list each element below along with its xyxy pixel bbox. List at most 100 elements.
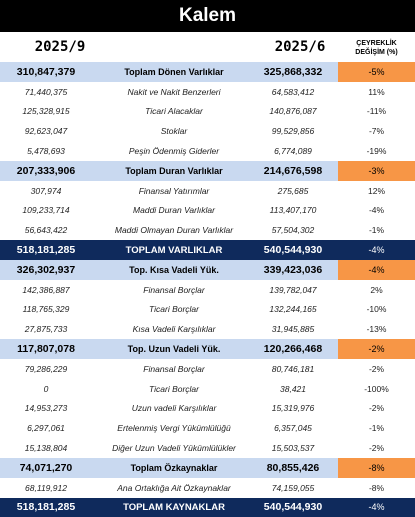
row-label: Finansal Borçlar [143,284,205,295]
value-2025-9: 518,181,285 [16,244,76,257]
row-label: Maddi Duran Varlıklar [133,205,215,216]
value-2025-9: 142,386,887 [22,284,70,295]
row-label: Finansal Borçlar [143,363,205,374]
change-header-line1: ÇEYREKLİK [356,40,397,47]
change-percent: -1% [368,423,385,434]
value-2025-9: 74,071,270 [19,461,73,474]
value-2025-6: 275,685 [277,185,309,196]
value-2025-6: 132,244,165 [269,304,317,315]
value-2025-6: 325,868,332 [263,65,323,78]
change-percent: -2% [338,339,415,359]
total-row: 518,181,285 TOPLAM VARLIKLAR 540,544,930 -4… [0,240,415,260]
total-row: 518,181,285 TOPLAM KAYNAKLAR 540,544,930 -4… [0,497,415,517]
change-percent: -3% [338,160,415,181]
change-percent: -1% [368,225,385,236]
table-row: 79,286,229 Finansal Borçlar 80,746,181 -2% [0,359,415,379]
change-percent: -4% [368,205,385,216]
change-percent: -11% [366,106,387,117]
row-label: Finansal Yatırımlar [138,185,210,196]
table-row: 142,386,887 Finansal Borçlar 139,782,047 2% [0,280,415,300]
table-row: 109,233,714 Maddi Duran Varlıklar 113,407,… [0,201,415,221]
change-percent: -19% [366,146,387,157]
row-label: Ana Ortaklığa Ait Özkaynaklar [117,482,231,493]
change-percent: -4% [368,502,385,513]
value-2025-6: 540,544,930 [263,501,323,514]
row-label: Peşin Ödenmiş Giderler [128,146,220,157]
change-percent: -2% [368,363,385,374]
value-2025-6: 64,583,412 [271,86,315,97]
value-2025-9: 326,302,937 [16,263,76,276]
value-2025-6: 74,159,055 [271,482,315,493]
row-label: Top. Kısa Vadeli Yük. [129,264,219,275]
value-2025-9: 27,875,733 [24,324,68,335]
value-2025-9: 56,643,422 [24,225,68,236]
row-label: TOPLAM KAYNAKLAR [123,501,225,513]
row-label: Ticari Borçlar [149,304,199,315]
change-header: ÇEYREKLİK DEĞİŞİM (%) [338,34,415,62]
value-2025-6: 15,503,537 [271,443,315,454]
change-percent: -7% [368,126,385,137]
table-row: 68,119,912 Ana Ortaklığa Ait Özkaynaklar 7… [0,478,415,498]
value-2025-6: 99,529,856 [271,126,315,137]
value-2025-6: 540,544,930 [263,244,323,257]
section-row: 207,333,906 Toplam Duran Varlıklar 214,676… [0,160,415,181]
value-2025-9: 92,623,047 [24,126,68,137]
change-percent: 12% [367,185,385,196]
value-2025-9: 71,440,375 [24,86,68,97]
change-header-line2: DEĞİŞİM (%) [355,49,398,56]
value-2025-6: 139,782,047 [269,284,317,295]
section-row: 117,807,078 Top. Uzun Vadeli Yük. 120,266,… [0,339,415,359]
row-label: Toplam Duran Varlıklar [125,165,223,176]
row-label: Maddi Olmayan Duran Varlıklar [114,225,234,236]
value-2025-9: 117,807,078 [17,343,75,356]
value-2025-6: 80,746,181 [271,363,315,374]
change-percent: -4% [368,245,385,256]
section-row: 310,847,379 Toplam Dönen Varlıklar 325,868… [0,62,415,82]
value-2025-9: 518,181,285 [16,501,76,514]
value-2025-9: 5,478,693 [27,146,65,157]
value-2025-9: 125,328,915 [22,106,70,117]
row-label: TOPLAM VARLIKLAR [125,244,223,256]
section-row: 74,071,270 Toplam Özkaynaklar 80,855,426 -8… [0,457,415,478]
table-row: 5,478,693 Peşin Ödenmiş Giderler 6,774,089… [0,141,415,161]
table-body: 310,847,379 Toplam Dönen Varlıklar 325,868… [0,62,415,517]
value-2025-6: 57,504,302 [271,225,315,236]
change-percent: -8% [368,482,385,493]
change-percent: -2% [368,443,385,454]
value-2025-6: 214,676,598 [263,164,323,177]
value-2025-6: 120,266,468 [263,343,323,356]
change-percent: -10% [366,304,387,315]
header-row: 2025/9 2025/6 ÇEYREKLİK DEĞİŞİM (%) [0,32,415,63]
period-right-header: 2025/6 [274,39,326,55]
value-2025-6: 80,855,426 [266,461,320,474]
row-label: Stoklar [160,126,188,137]
row-label: Uzun vadeli Karşılıklar [131,403,217,414]
value-2025-9: 6,297,061 [27,423,65,434]
table-row: 15,138,804 Diğer Uzun Vadeli Yükümlülükle… [0,438,415,458]
value-2025-6: 140,876,087 [269,106,317,117]
row-label: Toplam Özkaynaklar [130,462,218,473]
table-row: 307,974 Finansal Yatırımlar 275,685 12% [0,181,415,201]
change-percent: -2% [368,403,385,414]
section-row: 326,302,937 Top. Kısa Vadeli Yük. 339,423,… [0,259,415,280]
change-percent: -100% [364,383,389,394]
value-2025-6: 38,421 [280,383,306,394]
change-percent: -4% [338,259,415,280]
value-2025-9: 207,333,906 [16,164,76,177]
row-label: Ticari Alacaklar [145,106,203,117]
table-row: 27,875,733 Kısa Vadeli Karşılıklar 31,945,… [0,319,415,339]
value-2025-6: 31,945,885 [271,324,315,335]
change-percent: -13% [366,324,387,335]
row-label: Ticari Borçlar [149,383,199,394]
value-2025-6: 339,423,036 [263,263,323,276]
value-2025-6: 6,774,089 [274,146,312,157]
value-2025-9: 310,847,379 [16,65,76,78]
row-label: Ertelenmiş Vergi Yükümlülüğü [117,423,231,434]
value-2025-9: 0 [43,383,49,394]
value-2025-9: 307,974 [30,185,62,196]
change-percent: -5% [338,62,415,82]
value-2025-9: 15,138,804 [24,443,68,454]
row-label: Toplam Dönen Varlıklar [124,66,224,77]
row-label: Nakit ve Nakit Benzerleri [127,86,221,97]
